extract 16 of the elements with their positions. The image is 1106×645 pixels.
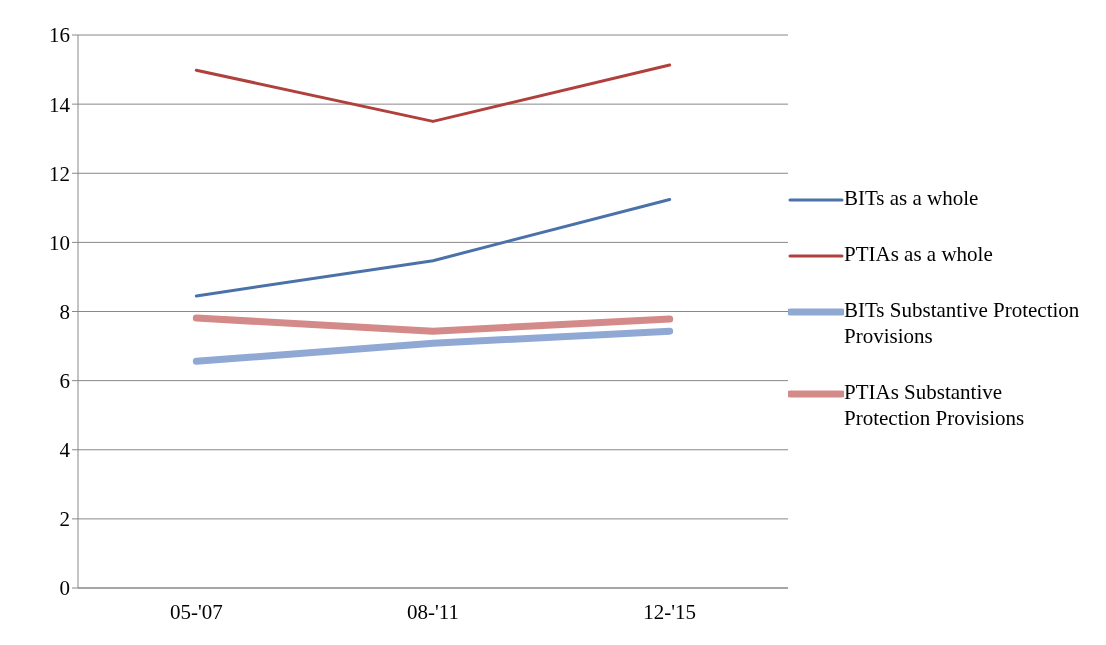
y-tick-label: 0 xyxy=(59,576,70,601)
y-tick-label: 8 xyxy=(59,299,70,324)
y-tick-label: 6 xyxy=(59,369,70,394)
y-tick-label: 10 xyxy=(49,230,70,255)
legend-label: PTIAs Substantive Protection Provisions xyxy=(844,379,1026,431)
x-tick-label: 12-'15 xyxy=(643,599,697,624)
legend-label: PTIAs as a whole xyxy=(844,241,993,267)
legend-label: BITs as a whole xyxy=(844,185,979,211)
y-tick-label: 4 xyxy=(59,438,71,463)
y-tick-label: 16 xyxy=(49,23,70,48)
legend-label: BITs Substantive Protection Provisions xyxy=(844,297,1081,349)
y-tick-label: 12 xyxy=(49,161,70,186)
x-tick-label: 05-'07 xyxy=(169,599,223,624)
y-tick-label: 2 xyxy=(59,507,70,532)
y-tick-label: 14 xyxy=(49,92,71,117)
x-tick-label: 08-'11 xyxy=(407,599,459,624)
